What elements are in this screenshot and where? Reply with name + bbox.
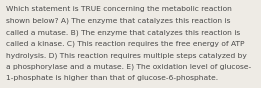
Text: called a mutase. B) The enzyme that catalyzes this reaction is: called a mutase. B) The enzyme that cata…: [6, 29, 240, 36]
Text: called a kinase. C) This reaction requires the free energy of ATP: called a kinase. C) This reaction requir…: [6, 41, 244, 47]
Text: Which statement is TRUE concerning the metabolic reaction: Which statement is TRUE concerning the m…: [6, 6, 232, 12]
Text: shown below? A) The enzyme that catalyzes this reaction is: shown below? A) The enzyme that catalyze…: [6, 18, 230, 24]
Text: 1-phosphate is higher than that of glucose-6-phosphate.: 1-phosphate is higher than that of gluco…: [6, 75, 218, 81]
Text: a phosphorylase and a mutase. E) The oxidation level of glucose-: a phosphorylase and a mutase. E) The oxi…: [6, 64, 251, 70]
Text: hydrolysis. D) This reaction requires multiple steps catalyzed by: hydrolysis. D) This reaction requires mu…: [6, 52, 247, 59]
